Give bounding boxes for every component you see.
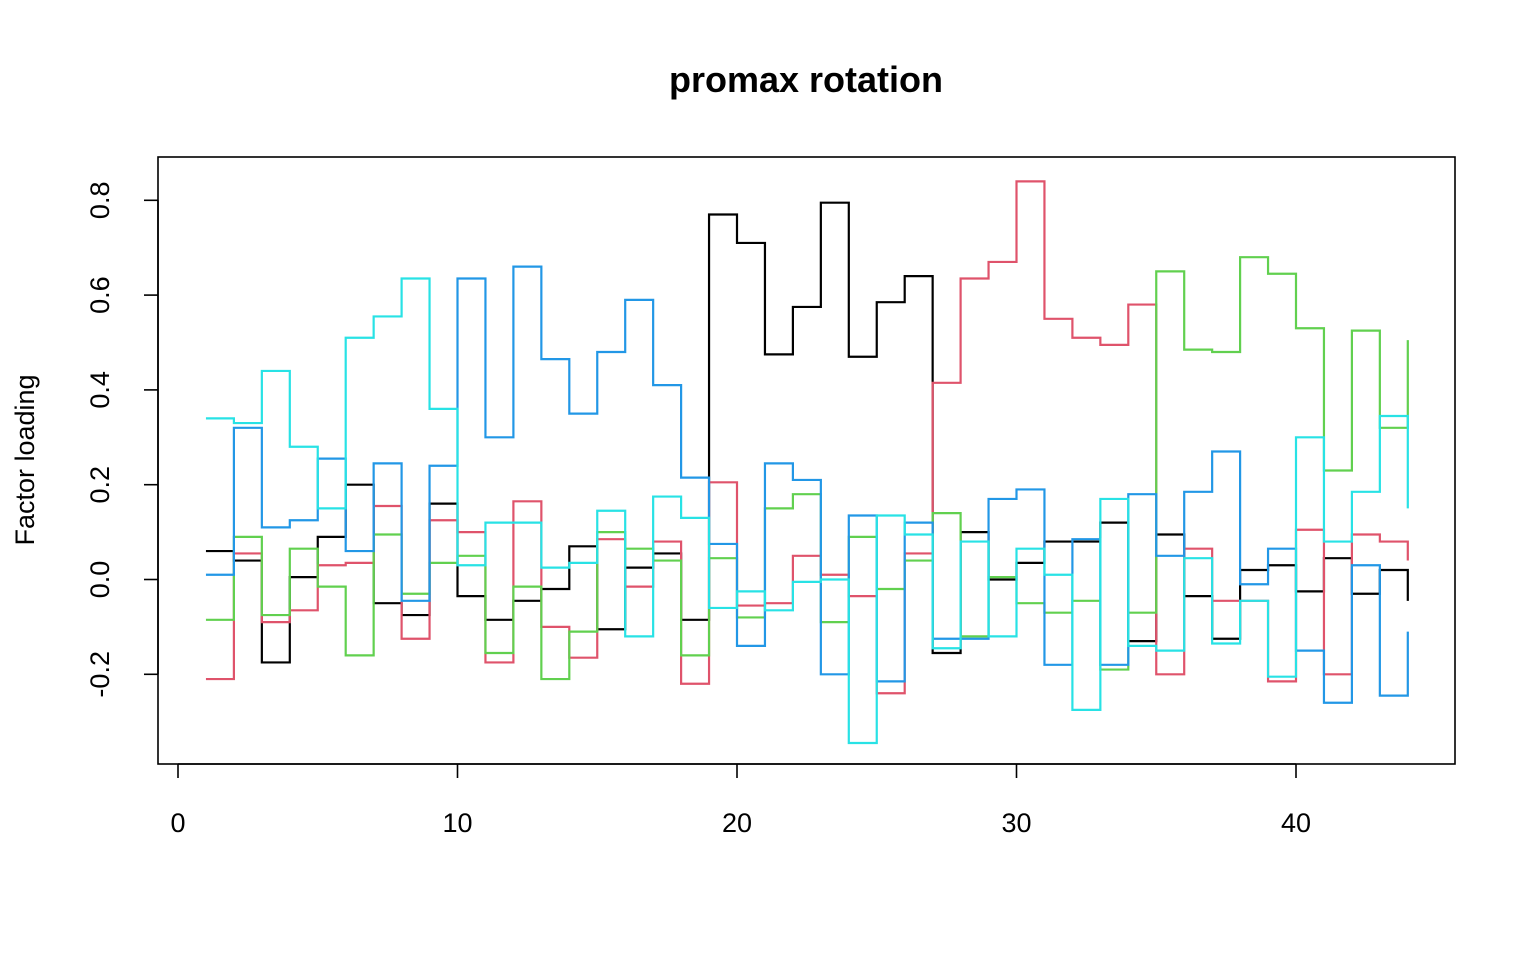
y-tick-label: -0.2: [85, 651, 115, 698]
series-4-line: [205, 265, 1409, 704]
x-axis: 0 10 20 30 40: [170, 763, 1311, 838]
y-tick-label: 0.2: [85, 466, 115, 504]
series-group: [205, 180, 1409, 745]
x-tick-label: 40: [1281, 808, 1311, 838]
series-5-line: [205, 277, 1409, 745]
series-3-line: [205, 256, 1409, 681]
y-tick-label: 0.8: [85, 182, 115, 220]
plot-frame: [157, 156, 1456, 765]
y-tick-label: 0.0: [85, 561, 115, 599]
x-tick-label: 30: [1001, 808, 1031, 838]
x-tick-label: 10: [442, 808, 472, 838]
x-tick-label: 0: [170, 808, 185, 838]
y-axis: -0.2 0.0 0.2 0.4 0.6 0.8: [85, 182, 159, 698]
series-2-line: [205, 180, 1409, 695]
y-axis-label: Factor loading: [10, 374, 40, 545]
x-tick-label: 20: [722, 808, 752, 838]
chart-title: promax rotation: [669, 59, 943, 100]
y-tick-label: 0.6: [85, 276, 115, 314]
y-tick-label: 0.4: [85, 371, 115, 409]
series-1-line: [205, 201, 1409, 664]
